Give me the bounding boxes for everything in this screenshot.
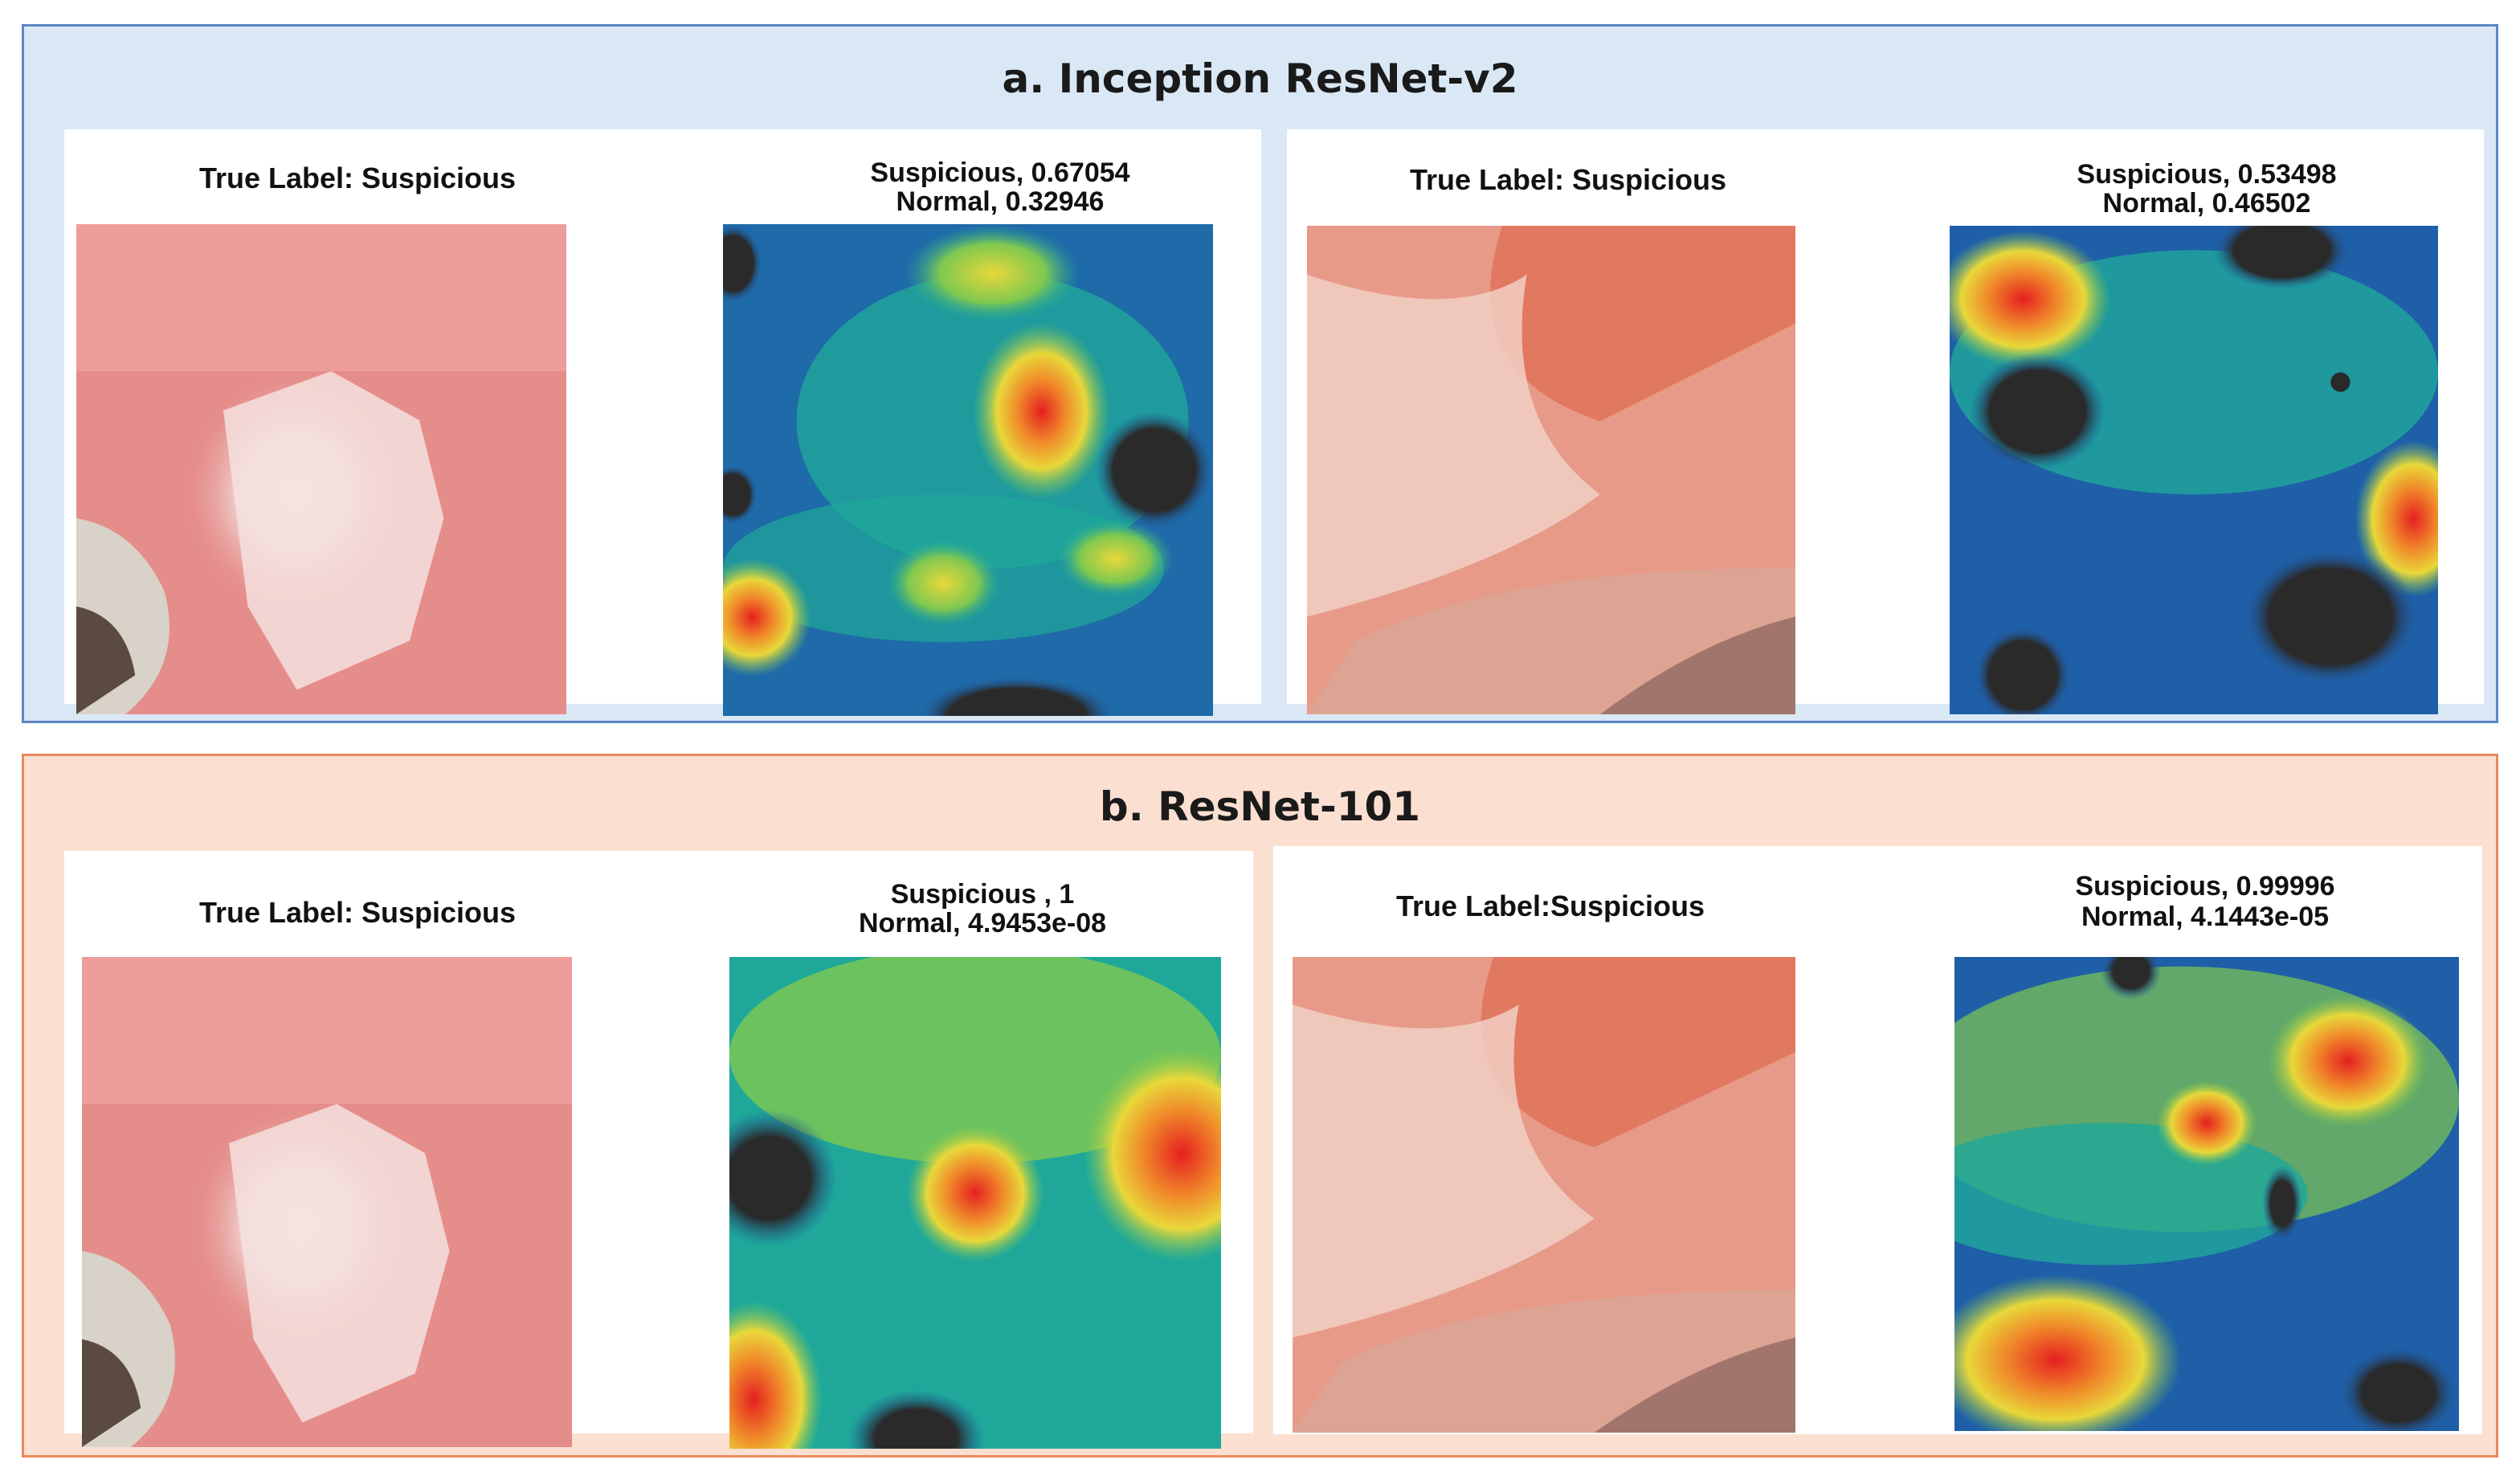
- true-label: True Label: Suspicious: [198, 896, 517, 929]
- prediction-line-1: Suspicious, 0.67054: [870, 157, 1130, 188]
- result-panel: True Label: Suspicious Suspicious , 1 No…: [64, 851, 1253, 1449]
- lesion-photo: [76, 224, 566, 714]
- result-panel: True Label:Suspicious Suspicious, 0.9999…: [1273, 846, 2482, 1434]
- gradcam-heatmap: [1954, 957, 2459, 1431]
- prediction-line-2: Normal, 0.46502: [2102, 188, 2311, 219]
- gradcam-heatmap: [1950, 226, 2438, 714]
- section-title: a. Inception ResNet-v2: [1002, 55, 1518, 102]
- result-panel: True Label: Suspicious Suspicious, 0.670…: [64, 129, 1261, 716]
- true-label: True Label: Suspicious: [198, 162, 517, 194]
- prediction-line-1: Suspicious, 0.53498: [2077, 159, 2337, 190]
- section-resnet-101: b. ResNet-101 True Label: Suspicious Sus…: [22, 754, 2498, 1458]
- result-panel: True Label: Suspicious Suspicious, 0.534…: [1287, 129, 2484, 714]
- true-label: True Label: Suspicious: [1409, 163, 1727, 196]
- prediction-line-2: Normal, 4.1443e-05: [2081, 902, 2330, 932]
- lesion-photo: [82, 957, 572, 1447]
- prediction-line-2: Normal, 0.32946: [896, 186, 1105, 217]
- gradcam-heatmap: [723, 224, 1213, 716]
- gradcam-heatmap: [729, 957, 1221, 1449]
- section-inception-resnet-v2: a. Inception ResNet-v2 True Label: Suspi…: [22, 24, 2498, 723]
- prediction-line-1: Suspicious , 1: [890, 879, 1075, 910]
- prediction-line-1: Suspicious, 0.99996: [2075, 871, 2335, 902]
- prediction-line-2: Normal, 4.9453e-08: [858, 908, 1107, 938]
- lesion-photo: [1307, 226, 1795, 714]
- section-title: b. ResNet-101: [1099, 783, 1421, 830]
- true-label: True Label:Suspicious: [1395, 889, 1705, 922]
- lesion-photo: [1293, 957, 1795, 1433]
